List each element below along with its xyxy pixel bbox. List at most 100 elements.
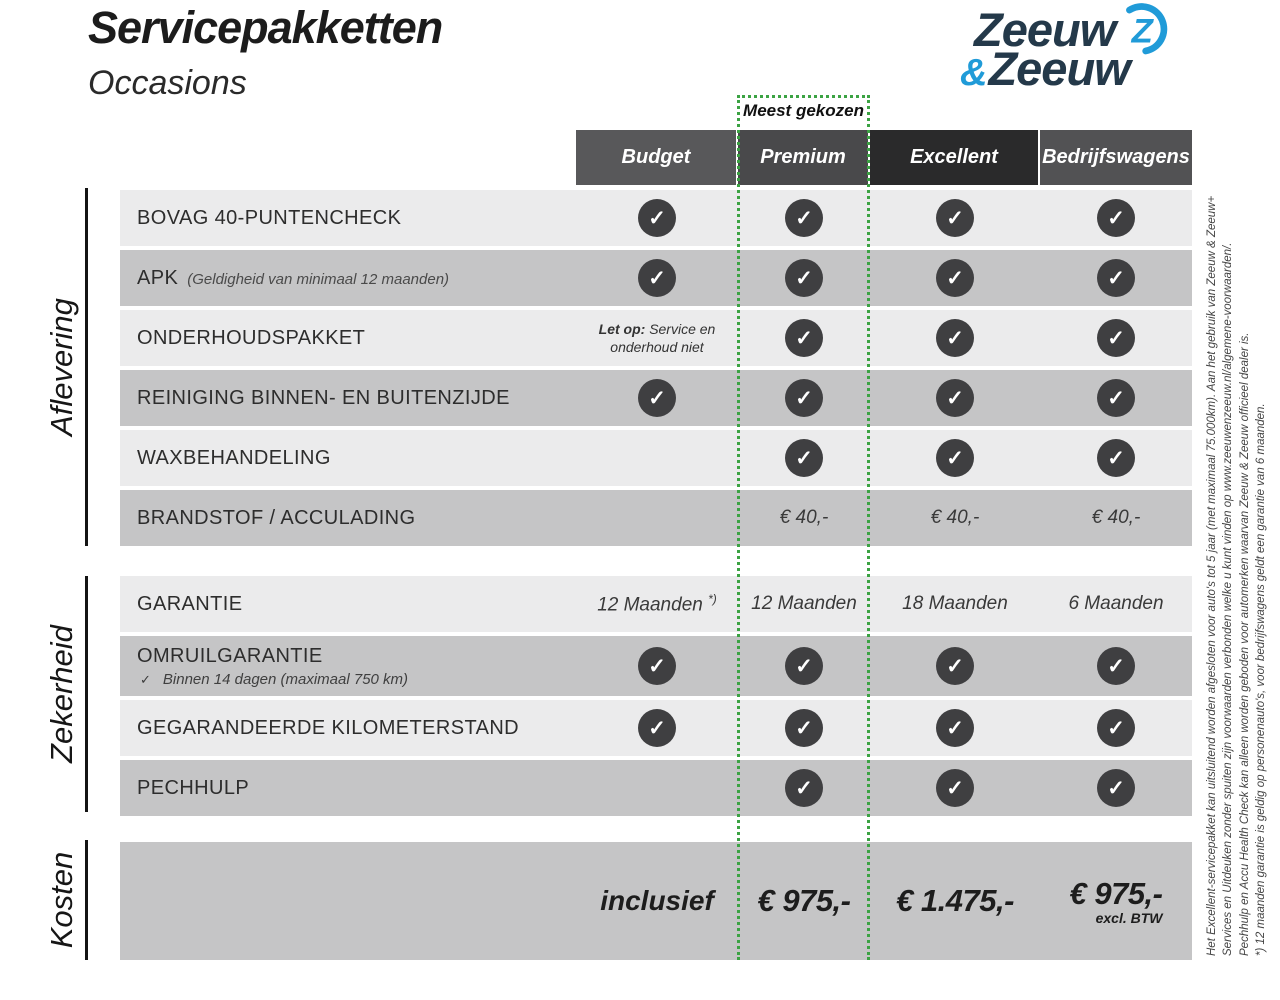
check-glyph: ✓ [946, 446, 964, 470]
table-row: PECHHULP ✓ ✓ ✓ [120, 760, 1192, 816]
table-row: BOVAG 40-PUNTENCHECK ✓ ✓ ✓ ✓ [120, 190, 1192, 246]
service-packages-table: Budget Premium Excellent Bedrijfswagens BOV… [120, 130, 1192, 960]
cell-value: € 40,- [1091, 507, 1141, 528]
cell-excellent: ✓ [870, 190, 1040, 246]
cell-excellent: ✓ [870, 250, 1040, 306]
cell-note: Let op: Service en onderhoud niet [598, 320, 716, 355]
check-glyph: ✓ [946, 386, 964, 410]
cell-value: 18 Maanden [902, 593, 1008, 614]
row-label: ONDERHOUDSPAKKET [137, 326, 366, 349]
cell-bedrijfswagens: ✓ [1040, 430, 1192, 486]
table-row: GARANTIE 12 Maanden *) 12 Maanden 18 Maande… [120, 576, 1192, 632]
cell-value: € 40,- [930, 507, 980, 528]
check-glyph: ✓ [946, 716, 964, 740]
premium-highlight-left-dots [737, 95, 740, 960]
check-icon: ✓ [1097, 319, 1135, 357]
row-label-cell: ONDERHOUDSPAKKET [120, 310, 576, 366]
section-label-zekerheid: Zekerheid [44, 625, 79, 763]
check-icon: ✓ [936, 769, 974, 807]
cell-premium: ✓ [738, 250, 870, 306]
footnote-line: *) 12 maanden garantie is geldig op pers… [1254, 403, 1267, 956]
logo-ampersand: & [960, 52, 988, 94]
cell-excellent: € 40,- [870, 490, 1040, 546]
cell-excellent: ✓ [870, 310, 1040, 366]
logo-text-zeeuw-2: Zeeuw [988, 42, 1130, 95]
check-glyph: ✓ [795, 776, 813, 800]
check-glyph: ✓ [1107, 206, 1125, 230]
row-label: APK [137, 266, 179, 289]
column-header-row: Budget Premium Excellent Bedrijfswagens [576, 130, 1192, 185]
cell-bedrijfswagens: ✓ [1040, 700, 1192, 756]
check-icon: ✓ [1097, 199, 1135, 237]
check-glyph: ✓ [946, 654, 964, 678]
check-icon: ✓ [1097, 647, 1135, 685]
check-glyph: ✓ [1107, 716, 1125, 740]
check-glyph: ✓ [648, 266, 666, 290]
check-icon: ✓ [1097, 379, 1135, 417]
check-glyph: ✓ [946, 206, 964, 230]
cell-budget [576, 430, 738, 486]
footnote-marker: *) [708, 591, 717, 606]
check-glyph: ✓ [795, 654, 813, 678]
check-icon: ✓ [785, 379, 823, 417]
cell-premium: ✓ [738, 430, 870, 486]
table-row: OMRUILGARANTIE ✓ Binnen 14 dagen (maximaal… [120, 636, 1192, 696]
check-glyph: ✓ [1107, 326, 1125, 350]
row-label-cell: OMRUILGARANTIE ✓ Binnen 14 dagen (maximaal… [120, 636, 576, 696]
table-row: inclusief € 975,- € 1.475,- € 975,- excl. BT… [120, 842, 1192, 960]
row-label: GEGARANDEERDE KILOMETERSTAND [137, 716, 520, 739]
cell-bedrijfswagens: € 975,- excl. BTW [1040, 842, 1192, 960]
check-icon: ✓ [1097, 769, 1135, 807]
zeeuw-zeeuw-logo: Zeeuw Z & Zeeuw [960, 2, 1173, 96]
check-glyph: ✓ [648, 386, 666, 410]
cell-bedrijfswagens: ✓ [1040, 250, 1192, 306]
check-glyph: ✓ [795, 206, 813, 230]
cell-excellent: ✓ [870, 636, 1040, 696]
table-row: BRANDSTOF / ACCULADING € 40,- € 40,- € 40,- [120, 490, 1192, 546]
check-icon: ✓ [785, 319, 823, 357]
cell-premium: € 40,- [738, 490, 870, 546]
column-header-bedrijfswagens: Bedrijfswagens [1040, 130, 1192, 185]
check-icon: ✓ [785, 439, 823, 477]
row-label-cell: REINIGING BINNEN- EN BUITENZIJDE [120, 370, 576, 426]
row-label-cell [120, 842, 576, 960]
cell-budget: ✓ [576, 250, 738, 306]
row-label: BOVAG 40-PUNTENCHECK [137, 206, 402, 229]
check-icon: ✓ [638, 709, 676, 747]
column-header-premium: Premium [738, 130, 868, 185]
logo-text-zeeuw-1: Zeeuw [974, 3, 1116, 56]
cell-budget: ✓ [576, 190, 738, 246]
check-icon: ✓ [936, 379, 974, 417]
table-row: WAXBEHANDELING ✓ ✓ ✓ [120, 430, 1192, 486]
row-label-cell: WAXBEHANDELING [120, 430, 576, 486]
cell-bedrijfswagens: ✓ [1040, 760, 1192, 816]
check-glyph: ✓ [946, 326, 964, 350]
cell-budget: ✓ [576, 370, 738, 426]
check-glyph: ✓ [946, 266, 964, 290]
row-label: WAXBEHANDELING [137, 446, 331, 469]
check-icon: ✓ [638, 647, 676, 685]
cell-bedrijfswagens: ✓ [1040, 370, 1192, 426]
check-icon: ✓ [936, 439, 974, 477]
check-glyph: ✓ [648, 654, 666, 678]
logo-line-2: & Zeeuw [960, 41, 1173, 96]
cell-premium: ✓ [738, 190, 870, 246]
check-glyph: ✓ [1107, 654, 1125, 678]
check-icon: ✓ [936, 647, 974, 685]
servicepakketten-page: Servicepakketten Occasions Zeeuw Z & Zee… [44, 2, 1269, 960]
check-glyph: ✓ [1107, 386, 1125, 410]
check-icon: ✓ [785, 199, 823, 237]
cell-price: € 1.475,- [896, 883, 1014, 918]
check-glyph: ✓ [795, 716, 813, 740]
cell-budget: inclusief [576, 842, 738, 960]
row-label: PECHHULP [137, 776, 250, 799]
premium-highlight-top-dots [737, 95, 870, 98]
cell-premium: ✓ [738, 760, 870, 816]
check-glyph: ✓ [648, 716, 666, 740]
row-label-cell: BRANDSTOF / ACCULADING [120, 490, 576, 546]
table-row: GEGARANDEERDE KILOMETERSTAND ✓ ✓ ✓ ✓ [120, 700, 1192, 756]
footnotes: Het Excellent-servicepakket kan uitsluit… [1204, 112, 1269, 956]
row-label-cell: BOVAG 40-PUNTENCHECK [120, 190, 576, 246]
check-glyph: ✓ [648, 206, 666, 230]
check-glyph: ✓ [795, 386, 813, 410]
